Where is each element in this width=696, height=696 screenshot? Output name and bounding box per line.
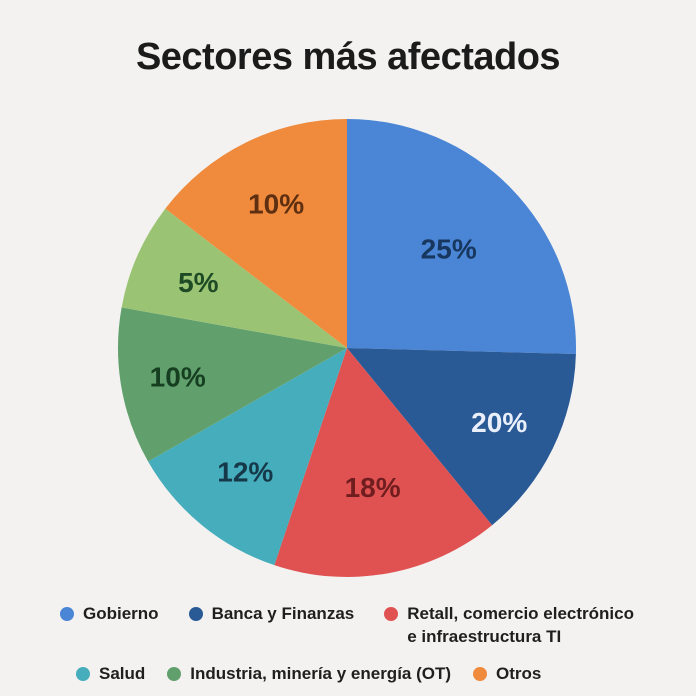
pie-slice <box>121 208 348 348</box>
legend-item: Gobierno <box>60 603 159 626</box>
pie-slice-label: 18% <box>345 472 401 503</box>
legend-item-label: Retall, comercio electrónico e infraestr… <box>407 604 634 646</box>
legend-item: Banca y Finanzas <box>188 603 355 626</box>
pie-slice-label: 20% <box>471 407 527 438</box>
pie-slice-label: 25% <box>421 233 477 264</box>
legend-item-label: Banca y Finanzas <box>211 604 355 623</box>
legend-dot-icon <box>60 607 74 621</box>
legend-item-label: Gobierno <box>83 604 159 623</box>
legend-item: Otros <box>473 663 541 686</box>
legend-dot-icon <box>473 666 488 681</box>
legend-dot-icon <box>167 666 182 681</box>
pie-slice-label: 10% <box>248 189 304 220</box>
legend-row: Gobierno Banca y Finanzas Retall, comercio… <box>0 603 696 649</box>
pie-slice <box>274 348 493 578</box>
legend-item-label: Industria, minería y energía (OT) <box>190 663 452 683</box>
legend-item: Retall, comercio electrónico e infraestr… <box>384 603 645 649</box>
pie-slice <box>148 348 347 566</box>
pie-slice-label: 10% <box>150 362 206 393</box>
pie-slice <box>347 348 576 526</box>
legend-item-label: Otros <box>496 663 542 683</box>
pie-slice <box>347 119 576 354</box>
legend-item: Salud <box>76 663 145 686</box>
legend: Gobierno Banca y Finanzas Retall, comercio… <box>0 603 696 686</box>
legend-dot-icon <box>188 607 203 621</box>
legend-item: Industria, minería y energía (OT) <box>167 663 451 686</box>
pie-slice-label: 5% <box>178 267 219 298</box>
pie-slice-label: 12% <box>217 456 273 487</box>
pie-slice <box>118 307 347 462</box>
legend-dot-icon <box>76 666 90 681</box>
pie-chart: 25% 20% 18% 12% 10% 5% 10% <box>118 119 576 578</box>
chart-title: Sectores más afectados <box>135 36 561 78</box>
legend-item-label: Salud <box>99 663 146 683</box>
legend-dot-icon <box>384 607 399 621</box>
legend-row: Salud Industria, minería y energía (OT) Ot… <box>0 663 696 686</box>
pie-slice <box>165 119 347 348</box>
